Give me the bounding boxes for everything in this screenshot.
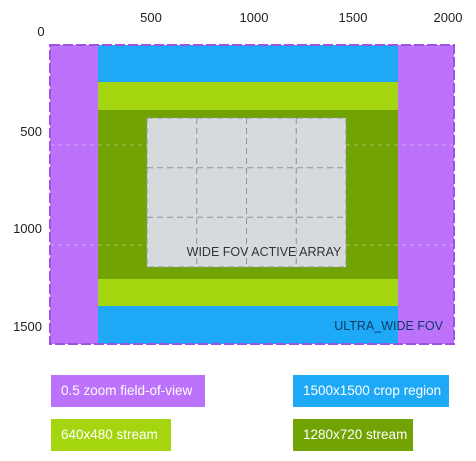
y-tick-500: 500 [20,124,42,139]
legend-crop-region-label: 1500x1500 crop region [303,383,442,398]
legend-1280x720-stream-label: 1280x720 stream [303,427,408,442]
active-array-outline [146,117,347,268]
legend-640x480-stream: 640x480 stream [51,419,171,451]
legend-zoom-fov-label: 0.5 zoom field-of-view [61,383,193,398]
origin-label: 0 [37,24,44,39]
y-tick-1000: 1000 [13,221,42,236]
legend-1280x720-stream: 1280x720 stream [293,419,413,451]
ultra-wide-fov-border [49,44,455,345]
x-tick-1500: 1500 [339,10,368,25]
x-tick-2000: 2000 [434,10,463,25]
legend-crop-region: 1500x1500 crop region [293,375,449,407]
x-tick-1000: 1000 [240,10,269,25]
fov-guide-lines [50,144,454,246]
legend-640x480-stream-label: 640x480 stream [61,427,158,442]
ultra-wide-fov-label: ULTRA_WIDE FOV [334,319,443,333]
wide-active-array-label: WIDE FOV ACTIVE ARRAY [187,245,342,259]
y-tick-1500: 1500 [13,319,42,334]
active-array-grid [146,117,347,268]
x-tick-500: 500 [140,10,162,25]
legend-zoom-fov: 0.5 zoom field-of-view [51,375,205,407]
